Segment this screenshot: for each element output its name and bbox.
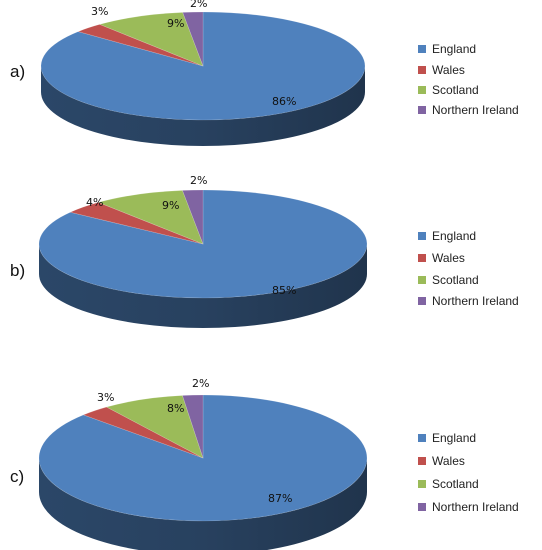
legend-label-northern-ireland: Northern Ireland <box>432 103 519 117</box>
data-label-northern-ireland: 2% <box>192 377 209 390</box>
legend-label-wales: Wales <box>432 251 465 265</box>
legend-swatch-northern-ireland <box>418 297 426 305</box>
data-label-wales: 3% <box>97 391 114 404</box>
panel-label-b: b) <box>10 261 25 281</box>
legend-swatch-scotland <box>418 480 426 488</box>
legend-label-scotland: Scotland <box>432 273 479 287</box>
legend-item-wales: Wales <box>418 453 465 469</box>
legend-item-northern-ireland: Northern Ireland <box>418 102 519 118</box>
data-label-wales: 3% <box>91 5 108 18</box>
data-label-northern-ireland: 2% <box>190 0 207 10</box>
data-label-england: 87% <box>268 492 292 505</box>
data-label-scotland: 8% <box>167 402 184 415</box>
data-label-northern-ireland: 2% <box>190 174 207 187</box>
legend-label-wales: Wales <box>432 454 465 468</box>
legend-swatch-england <box>418 434 426 442</box>
data-label-wales: 4% <box>86 196 103 209</box>
legend-item-wales: Wales <box>418 62 465 78</box>
legend-label-northern-ireland: Northern Ireland <box>432 294 519 308</box>
data-label-scotland: 9% <box>167 17 184 30</box>
data-label-england: 85% <box>272 284 296 297</box>
legend-label-wales: Wales <box>432 63 465 77</box>
legend-item-england: England <box>418 228 476 244</box>
legend-swatch-northern-ireland <box>418 503 426 511</box>
legend-label-northern-ireland: Northern Ireland <box>432 500 519 514</box>
chart-panel-a: 86% 3% 9% 2% a) England Wales Scotland Nort… <box>0 0 542 150</box>
legend-label-england: England <box>432 229 476 243</box>
chart-panel-c: 87% 3% 8% 2% c) England Wales Scotland Nort… <box>0 375 542 550</box>
legend-label-england: England <box>432 431 476 445</box>
legend-swatch-scotland <box>418 86 426 94</box>
data-label-england: 86% <box>272 95 296 108</box>
legend-label-scotland: Scotland <box>432 477 479 491</box>
panel-label-a: a) <box>10 62 25 82</box>
legend-item-england: England <box>418 430 476 446</box>
chart-panel-b: 85% 4% 9% 2% b) England Wales Scotland Nort… <box>0 175 542 350</box>
legend-label-scotland: Scotland <box>432 83 479 97</box>
legend-swatch-wales <box>418 254 426 262</box>
legend-swatch-scotland <box>418 276 426 284</box>
legend-item-scotland: Scotland <box>418 82 479 98</box>
legend-swatch-northern-ireland <box>418 106 426 114</box>
legend-swatch-wales <box>418 457 426 465</box>
legend-item-scotland: Scotland <box>418 476 479 492</box>
legend-swatch-england <box>418 45 426 53</box>
legend-swatch-england <box>418 232 426 240</box>
legend-label-england: England <box>432 42 476 56</box>
panel-label-c: c) <box>10 467 24 487</box>
legend-item-wales: Wales <box>418 250 465 266</box>
legend-item-northern-ireland: Northern Ireland <box>418 293 519 309</box>
data-label-scotland: 9% <box>162 199 179 212</box>
legend-swatch-wales <box>418 66 426 74</box>
legend-item-scotland: Scotland <box>418 272 479 288</box>
legend-item-england: England <box>418 41 476 57</box>
legend-item-northern-ireland: Northern Ireland <box>418 499 519 515</box>
